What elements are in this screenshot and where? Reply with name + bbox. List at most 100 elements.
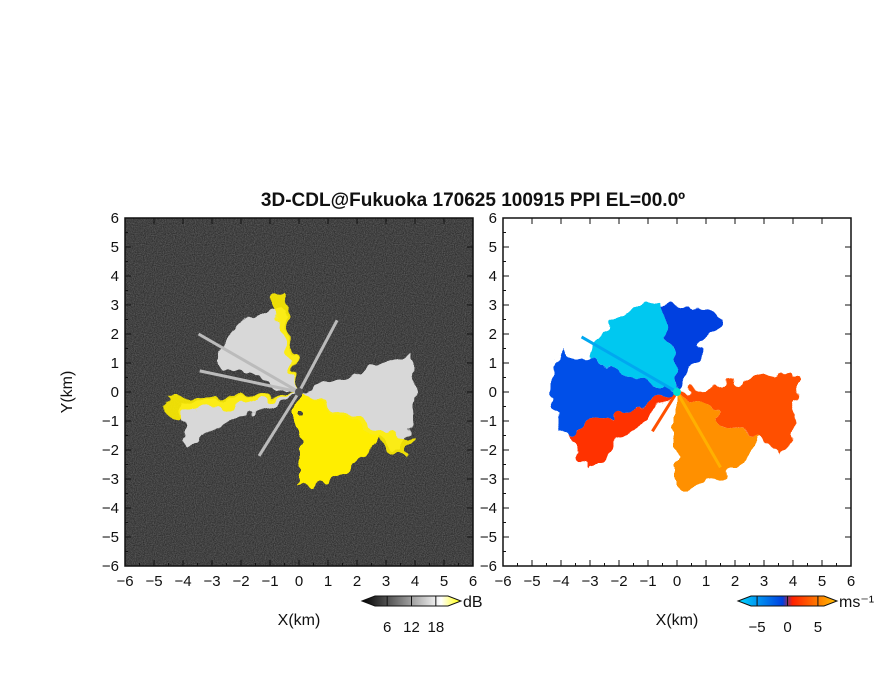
x-tick-label: 1 [702,573,710,590]
right-beam-streak [580,335,678,394]
y-tick-label: −1 [480,413,497,430]
y-tick-label: 5 [111,239,119,256]
x-tick-label: −2 [232,573,249,590]
right-radar-center [673,388,681,396]
y-tick-label: −5 [480,529,497,546]
y-tick-label: 1 [489,355,497,372]
x-tick-label: 4 [411,573,419,590]
left-beam-streak [197,332,300,394]
left-echo-edge-yellow [299,392,414,459]
x-tick-label: 6 [847,573,855,590]
right-panel-velocity: −6 −5 −4 −3 −2 −1 0 1 2 3 4 5 6 −6−5−4−3−2−10123456 … [480,210,855,629]
x-tick-label: −3 [581,573,598,590]
left-beam-streak [297,319,339,393]
y-tick-label: 2 [111,326,119,343]
x-tick-label: 5 [440,573,448,590]
x-tick-label: 5 [818,573,826,590]
y-tick-label: 6 [111,210,119,227]
right-beam-streak [651,391,679,433]
x-tick-label: −6 [494,573,511,590]
y-tick-label: 5 [489,239,497,256]
chart-title: 3D-CDL@Fukuoka 170625 100915 PPI EL=00.0… [261,190,685,211]
left-colorbar: dB 6 12 18 [360,594,483,636]
left-echo-sector [214,303,299,392]
x-tick-label: −5 [145,573,162,590]
y-tick-label: 0 [111,384,119,401]
y-tick-label: 0 [489,384,497,401]
x-tick-label: −1 [261,573,278,590]
x-tick-label: 2 [731,573,739,590]
left-echo-shapes [167,295,415,485]
left-panel-intensity: −6 −5 −4 −3 −2 −1 0 1 2 3 4 5 6 −6−5−4−3−2−10123456 … [59,210,477,629]
x-tick-label: 4 [789,573,797,590]
left-y-axis: −6 −5 −4 −3 −2 −1 0 1 2 3 4 5 6 [102,210,473,575]
x-tick-label: 3 [760,573,768,590]
y-tick-label: 6 [489,210,497,227]
right-x-axis: −6 −5 −4 −3 −2 −1 0 1 2 3 4 5 6 [494,218,855,590]
x-tick-label: −2 [610,573,627,590]
y-tick-label: 2 [489,326,497,343]
x-tick-label: −3 [203,573,220,590]
left-colorbar-ticks: 6 12 18 [383,596,444,636]
x-tick-label: −4 [174,573,191,590]
x-tick-label: −4 [552,573,569,590]
right-y-axis: −6 −5 −4 −3 −2 −1 0 1 2 3 4 5 6 [480,210,851,575]
colorbar-tick-label: 5 [814,619,822,636]
left-beam-streak [199,369,300,394]
left-x-axis: −6 −5 −4 −3 −2 −1 0 1 2 3 4 5 6 [116,218,477,590]
left-colorbar-unit: dB [463,594,483,611]
right-velocity-sector [677,370,799,453]
y-tick-label: −5 [102,529,119,546]
y-tick-label: −4 [480,500,497,517]
right-beam-streak [675,391,722,469]
x-tick-label: 0 [673,573,681,590]
y-axis-label: Y(km) [59,371,76,414]
right-velocity-sector [552,349,677,435]
left-echo-sector [299,392,380,485]
x-tick-label: 2 [353,573,361,590]
y-tick-label: −6 [102,558,119,575]
right-echo-region [552,300,799,488]
y-tick-label: −3 [480,471,497,488]
left-echo-region [167,295,415,485]
right-velocity-sector [677,392,760,488]
y-tick-label: −2 [102,442,119,459]
left-echo-edge-yellow [272,295,299,392]
x-tick-label: 3 [382,573,390,590]
y-tick-label: 4 [111,268,119,285]
x-tick-label: 0 [295,573,303,590]
right-echo-shapes [552,300,799,488]
colorbar-tick-label: 12 [403,619,420,636]
x-tick-label: −5 [523,573,540,590]
left-beam-streak [257,391,301,457]
colorbar-tick-label: −5 [749,619,766,636]
left-echo-edge-yellow [167,392,299,418]
y-tick-label: 4 [489,268,497,285]
right-colorbar: ms⁻¹ −5 0 5 [736,594,874,636]
x-tick-label: 6 [469,573,477,590]
left-x-axis-label: X(km) [278,612,321,629]
y-tick-label: −6 [480,558,497,575]
y-tick-label: −2 [480,442,497,459]
y-tick-label: −4 [102,500,119,517]
right-x-axis-label: X(km) [656,612,699,629]
colorbar-tick-label: 6 [383,619,391,636]
y-tick-label: 3 [111,297,119,314]
y-tick-label: 3 [489,297,497,314]
x-tick-label: −1 [639,573,656,590]
right-velocity-sector [589,300,677,392]
y-tick-label: −3 [102,471,119,488]
right-velocity-sector [661,305,721,392]
x-tick-label: 1 [324,573,332,590]
left-radar-center [295,388,303,396]
colorbar-tick-label: 18 [427,619,444,636]
right-colorbar-unit: ms⁻¹ [839,594,874,611]
left-echo-sector [299,352,415,450]
y-tick-label: 1 [111,355,119,372]
x-tick-label: −6 [116,573,133,590]
right-colorbar-ticks: −5 0 5 [749,596,822,636]
colorbar-tick-label: 0 [783,619,791,636]
y-tick-label: −1 [102,413,119,430]
right-velocity-sector [567,392,677,467]
